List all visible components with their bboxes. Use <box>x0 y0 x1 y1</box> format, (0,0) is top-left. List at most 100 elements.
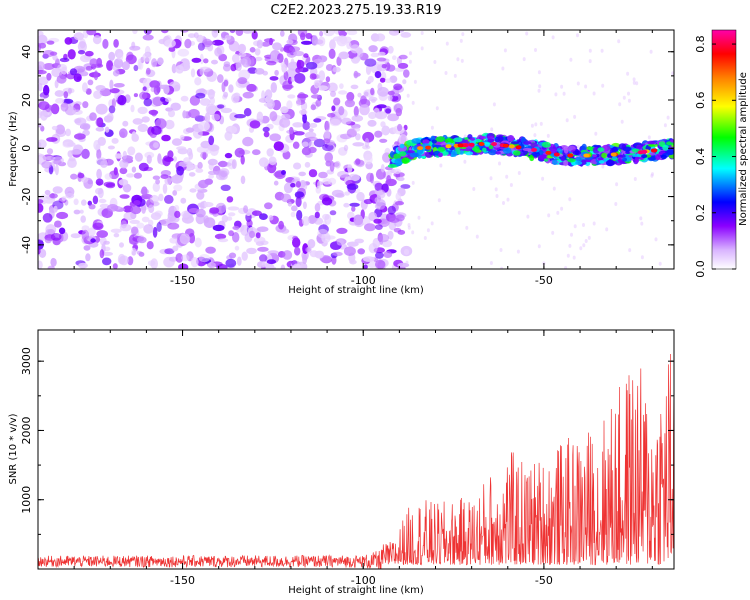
spectrogram-cell <box>104 126 110 133</box>
spectrogram-cell <box>343 246 356 256</box>
spectrogram-cell <box>122 120 129 127</box>
spectrogram-cell <box>278 220 284 230</box>
spectrogram-cell <box>133 200 141 206</box>
spectrogram-cell <box>203 41 216 46</box>
spectrogram-cell <box>426 228 430 233</box>
spectrogram-cell <box>54 90 65 97</box>
spectrogram-cell <box>407 225 411 230</box>
spectrogram-cell <box>605 159 615 167</box>
spectrogram-cell <box>392 55 397 60</box>
spectrogram-cell <box>38 248 41 255</box>
spectrogram-cell <box>81 199 87 206</box>
spectrogram-cell <box>143 30 152 35</box>
spectrogram-cell <box>167 222 180 230</box>
spectrogram-cell <box>398 54 408 60</box>
spectrogram-cell <box>556 210 560 215</box>
spectrogram-cell <box>300 40 313 45</box>
spectrogram-cell <box>203 58 209 64</box>
spectrogram-cell <box>269 133 282 142</box>
spectrogram-cell <box>38 76 49 86</box>
spectrogram-cell <box>109 88 120 94</box>
spectrogram-cell <box>274 69 279 76</box>
spectrogram-cell <box>49 193 58 199</box>
spectrogram-cell <box>136 222 145 229</box>
spectrogram-cell <box>69 68 78 76</box>
spectrogram-cell <box>403 69 410 78</box>
spectrogram-cell <box>67 88 72 94</box>
y-tick-label: -40 <box>20 236 33 254</box>
spectrogram-cell <box>600 48 604 53</box>
spectrogram-cell <box>651 172 654 177</box>
spectrogram-cell <box>627 98 631 103</box>
spectrogram-cell <box>622 157 627 162</box>
spectrogram-cell <box>52 54 58 61</box>
spectrogram-cell <box>54 220 62 228</box>
spectrogram-cell <box>289 126 294 135</box>
spectrogram-cell <box>282 250 293 260</box>
spectrogram-cell <box>597 147 605 152</box>
spectrogram-x-label: Height of straight line (km) <box>288 285 424 296</box>
spectrogram-cell <box>405 260 409 265</box>
spectrogram-cell <box>231 93 240 104</box>
spectrogram-cell <box>55 128 67 138</box>
spectrogram-cell <box>362 131 375 143</box>
spectrogram-cell <box>182 110 187 119</box>
spectrogram-cell <box>295 181 301 188</box>
spectrogram-cell <box>89 58 99 67</box>
spectrogram-cell <box>553 152 560 157</box>
spectrogram-cell <box>364 58 377 67</box>
spectrogram-cell <box>660 154 667 160</box>
spectrogram-cell <box>199 88 206 93</box>
spectrogram-cell <box>95 103 108 115</box>
spectrogram-cell <box>379 77 386 83</box>
spectrogram-cell <box>457 210 461 215</box>
spectrogram-cell <box>199 98 211 106</box>
spectrogram-cell <box>137 58 142 70</box>
spectrogram-cell <box>44 156 56 161</box>
spectrogram-cell <box>340 133 352 140</box>
spectrogram-cell <box>96 148 102 160</box>
spectrogram-cell <box>82 123 91 131</box>
spectrogram-cell <box>249 230 255 239</box>
spectrogram-cell <box>517 171 521 175</box>
spectrogram-cell <box>472 187 476 191</box>
spectrogram-cell <box>317 180 322 189</box>
spectrogram-cell <box>198 261 207 266</box>
spectrogram-cell <box>42 213 53 223</box>
spectrogram-cell <box>301 141 309 147</box>
spectrogram-cell <box>584 239 588 243</box>
spectrogram-cell <box>286 100 293 110</box>
spectrogram-cell <box>158 193 164 202</box>
spectrogram-cell <box>294 191 305 198</box>
spectrogram-cell <box>114 153 122 159</box>
spectrogram-cell <box>46 40 55 45</box>
spectrogram-cell <box>534 48 537 52</box>
spectrogram-cell <box>190 257 199 268</box>
spectrogram-cell <box>38 156 44 165</box>
spectrogram-cell <box>368 243 378 254</box>
spectrogram-cell <box>253 236 266 244</box>
spectrogram-cell <box>56 74 67 84</box>
spectrogram-cell <box>231 159 237 170</box>
spectrogram-cell <box>313 138 326 148</box>
spectrogram-cell <box>403 124 408 131</box>
spectrogram-cell <box>184 38 192 49</box>
spectrogram-cell <box>648 152 656 156</box>
spectrogram-cell <box>537 244 541 249</box>
spectrogram-cell <box>132 30 138 35</box>
spectrogram-cell <box>336 56 342 67</box>
spectrogram-cell <box>92 35 102 45</box>
spectrogram-cell <box>95 85 106 91</box>
spectrogram-frame <box>37 29 675 270</box>
spectrogram-cell <box>370 87 375 96</box>
spectrogram-cell <box>615 182 619 187</box>
spectrogram-cell <box>500 266 504 269</box>
spectrogram-cell <box>243 108 252 117</box>
snr-panel: -150 -100 -50 1000 2000 3000 Height of strai… <box>8 329 675 596</box>
spectrogram-cell <box>249 47 256 53</box>
spectrogram-cell <box>393 103 403 113</box>
spectrogram-cell <box>554 92 558 97</box>
spectrogram-cell <box>281 113 291 121</box>
spectrogram-cell <box>324 129 331 141</box>
spectrogram-cell <box>568 197 572 202</box>
